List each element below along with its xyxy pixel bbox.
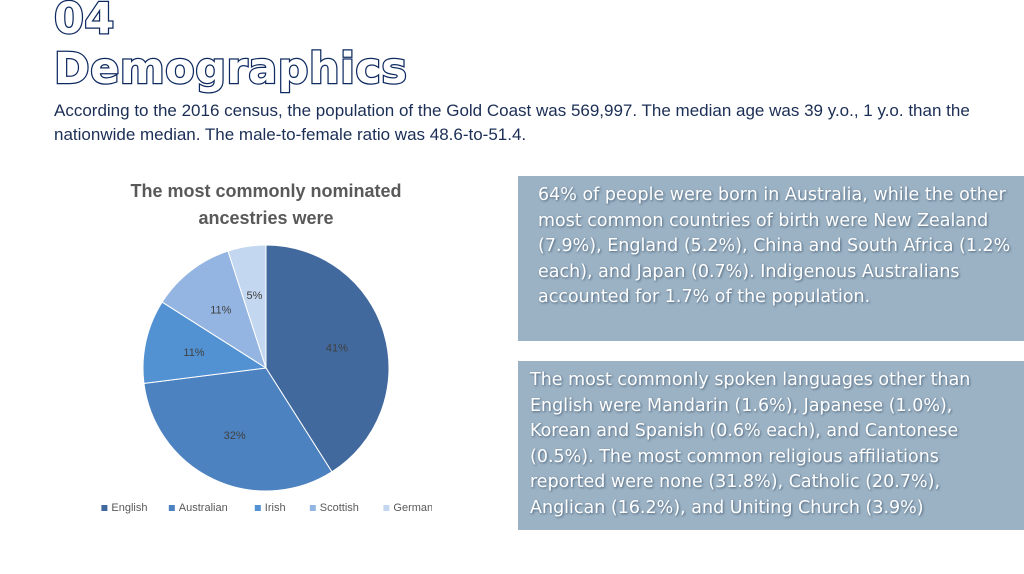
pie-label-german: 5% [247,290,263,302]
slide-number: 04 [53,0,116,45]
legend-item-german: German [383,502,432,514]
slide-heading: Demographics [53,43,408,96]
pie-label-english: 41% [326,342,348,354]
pie-slice-irish [142,301,268,384]
pie-slices [142,244,390,492]
legend-label-scottish: Scottish [320,502,359,514]
legend-item-english: English [101,502,147,514]
legend-item-scottish: Scottish [309,502,359,514]
slide-title: 04 Demographics [53,0,408,96]
legend-label-australian: Australian [179,502,228,514]
language-religion-text: The most commonly spoken languages other… [530,370,971,518]
legend-label-irish: Irish [265,502,286,514]
pie-label-australian: 32% [224,430,246,442]
pie-chart-svg: The most commonly nominated ancestries w… [101,181,432,514]
legend-label-german: German [393,502,432,514]
pie-slice-australian [143,367,333,492]
pie-slice-german [227,244,267,369]
intro-paragraph: According to the 2016 census, the popula… [54,101,970,144]
legend-swatch-english [101,505,108,511]
legend-label-english: English [111,502,147,514]
pie-label-irish: 11% [183,347,204,359]
chart-title-line-1: The most commonly nominated [130,181,401,201]
legend-item-australian: Australian [168,502,228,514]
language-religion-info-box: The most commonly spoken languages other… [518,361,1024,530]
birthplace-info-box: 64% of people were born in Australia, wh… [518,176,1024,341]
pie-label-scottish: 11% [210,305,231,317]
pie-slice-english [265,244,390,473]
legend-swatch-irish [254,505,261,511]
chart-legend: English Australian Irish Scottish German [101,502,432,514]
legend-swatch-german [383,505,390,511]
legend-swatch-australian [168,505,175,511]
chart-title-line-2: ancestries were [198,208,333,228]
legend-item-irish: Irish [254,502,286,514]
ancestry-pie-chart: The most commonly nominated ancestries w… [100,170,432,530]
pie-slice-scottish [161,250,267,370]
legend-swatch-scottish [309,505,316,511]
birthplace-text: 64% of people were born in Australia, wh… [538,185,1011,307]
pie-value-labels: 41% 32% 11% 11% 5% [183,290,348,442]
